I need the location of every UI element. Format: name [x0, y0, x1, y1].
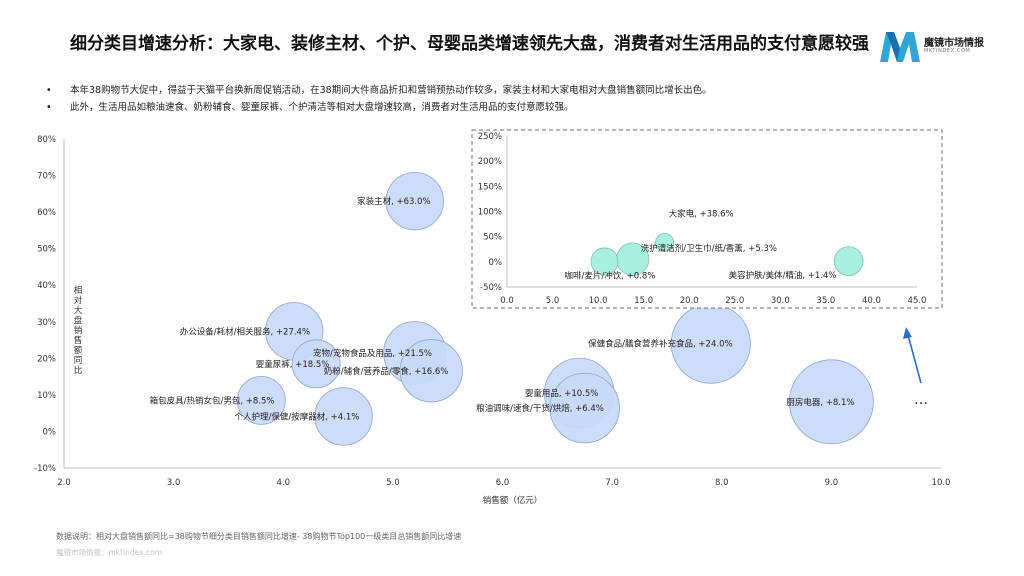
logo-m-icon	[880, 32, 920, 62]
inset-frame	[471, 129, 943, 309]
data-bubble	[314, 387, 373, 446]
bullet-item: 本年38购物节大促中，得益于天猫平台换新周促销活动，在38期间大件商品折扣和营销…	[46, 82, 986, 99]
inset-x-tick-label: 0.0	[500, 296, 514, 306]
arrow-shaft	[907, 334, 922, 384]
inset-y-tick-label: 200%	[478, 157, 502, 167]
x-tick-label: 9.0	[825, 478, 839, 488]
inset-y-tick-label: -50%	[480, 283, 502, 293]
footer-source: 魔镜市场情报：mktindex.com	[56, 548, 163, 557]
data-bubble	[549, 372, 620, 444]
x-tick-label: 4.0	[276, 478, 290, 488]
data-bubble	[788, 359, 874, 445]
y-tick-label: 50%	[37, 245, 56, 255]
inset-y-tick-label: 50%	[483, 233, 502, 243]
x-tick-label: 6.0	[496, 478, 510, 488]
arrow-head-icon	[903, 327, 912, 339]
data-label: 奶粉/辅食/营养品/零食, +16.6%	[324, 366, 449, 377]
data-label: 保健食品/膳食营养补充食品, +24.0%	[588, 339, 732, 350]
main-chart-axes: -10% 0% 10% 20% 30% 40% 50% 60% 70% 80% 2.0 3.0 4.0 5…	[34, 135, 950, 506]
inset-data-label: 洗护清洁剂/卫生巾/纸/香薰, +5.3%	[641, 243, 777, 254]
inset-data-bubble	[833, 246, 864, 276]
bullet-item: 此外，生活用品如粮油速食、奶粉辅食、婴童尿裤、个护清洁等相对大盘增速较高，消费者…	[46, 99, 986, 116]
y-axis-label-char: 对	[74, 295, 83, 306]
page-title: 细分类目增速分析：大家电、装修主材、个护、母婴品类增速领先大盘，消费者对生活用品…	[70, 34, 869, 54]
y-tick-label: 10%	[37, 391, 56, 401]
x-tick-label: 3.0	[167, 478, 181, 488]
y-tick-label: 20%	[37, 354, 56, 364]
data-bubble	[291, 339, 341, 389]
data-label: 厨房电器, +8.1%	[786, 397, 854, 408]
y-axis-label-char: 相	[74, 285, 83, 296]
inset-y-tick-label: 250%	[478, 132, 502, 142]
data-bubble	[236, 375, 286, 425]
inset-x-tick-label: 30.0	[771, 296, 790, 306]
x-tick-label: 5.0	[386, 478, 400, 488]
inset-y-tick-label: 150%	[478, 182, 502, 192]
y-axis-label-char: 大	[74, 305, 83, 316]
inset-x-tick-label: 15.0	[634, 296, 653, 306]
y-tick-label: 70%	[37, 172, 56, 182]
x-axis-label: 销售额（亿元）	[483, 495, 543, 506]
logo-name: 魔镜市场情报	[924, 38, 984, 49]
y-axis-label-char: 销	[74, 325, 83, 336]
x-tick-label: 2.0	[57, 478, 71, 488]
y-tick-label: 60%	[37, 208, 56, 218]
data-note: 数据说明：相对大盘销售额同比=38购物节细分类目销售额同比增速- 38购物节To…	[56, 532, 462, 541]
y-axis-label-char: 同	[74, 356, 83, 366]
inset-chart: -50% 0% 50% 100% 150% 200% 250% 0.0 5.0 10.0 15.0 2…	[471, 129, 943, 309]
data-label: 家装主材, +63.0%	[357, 196, 431, 207]
x-tick-label: 7.0	[605, 478, 619, 488]
y-tick-label: 0%	[43, 427, 57, 437]
inset-x-tick-label: 5.0	[546, 296, 560, 306]
y-axis-label-char: 盘	[74, 315, 83, 326]
bullet-list: 本年38购物节大促中，得益于天猫平台换新周促销活动，在38期间大件商品折扣和营销…	[46, 82, 986, 116]
y-axis-label-char: 售	[74, 335, 83, 346]
inset-data-label: 美容护肤/美体/精油, +1.4%	[729, 270, 837, 281]
inset-x-tick-label: 25.0	[725, 296, 744, 306]
data-label: 宠物/宠物食品及用品, +21.5%	[313, 348, 432, 359]
inset-y-tick-label: 100%	[478, 208, 502, 218]
inset-data-label: 大家电, +38.6%	[669, 208, 734, 219]
data-label: 个人护理/保健/按摩器材, +4.1%	[235, 411, 360, 422]
y-tick-label: -10%	[34, 464, 56, 474]
inset-x-tick-label: 35.0	[816, 296, 835, 306]
inset-x-tick-label: 45.0	[908, 296, 927, 306]
inset-data-bubble	[655, 233, 675, 252]
y-axis-label-char: 比	[74, 365, 83, 376]
inset-data-label: 咖啡/麦片/冲饮, +0.8%	[564, 270, 655, 281]
x-tick-label: 8.0	[715, 478, 729, 488]
y-tick-label: 30%	[37, 318, 56, 328]
y-axis-label-char: 额	[74, 345, 83, 356]
arrow-indicator	[903, 327, 922, 384]
logo-domain: MKTINDEX.COM	[924, 48, 971, 54]
y-tick-label: 40%	[37, 281, 56, 291]
inset-y-tick-label: 0%	[489, 258, 503, 268]
y-tick-label: 80%	[37, 135, 56, 145]
data-label: 婴童用品, +10.5%	[525, 388, 599, 399]
data-bubble	[399, 339, 463, 403]
brand-logo: 魔镜市场情报 MKTINDEX.COM	[878, 28, 1008, 64]
data-label: 婴童尿裤, +18.5%	[256, 359, 330, 370]
inset-data-bubble	[590, 247, 619, 276]
inset-x-tick-label: 40.0	[862, 296, 881, 306]
more-ellipsis: …	[914, 392, 928, 408]
data-label: 办公设备/耗材/相关服务, +27.4%	[180, 326, 310, 337]
data-bubble	[385, 171, 444, 231]
main-chart-bubbles: 家装主材, +63.0% 办公设备/耗材/相关服务, +27.4%宠物/宠物食品及…	[150, 171, 874, 446]
data-label: 箱包皮具/热销女包/男包, +8.5%	[150, 395, 275, 406]
x-tick-label: 10.0	[932, 478, 951, 488]
inset-x-tick-label: 10.0	[589, 296, 608, 306]
inset-x-tick-label: 20.0	[680, 296, 699, 306]
data-label: 粮油调味/速食/干货/烘焙, +6.4%	[476, 403, 604, 414]
